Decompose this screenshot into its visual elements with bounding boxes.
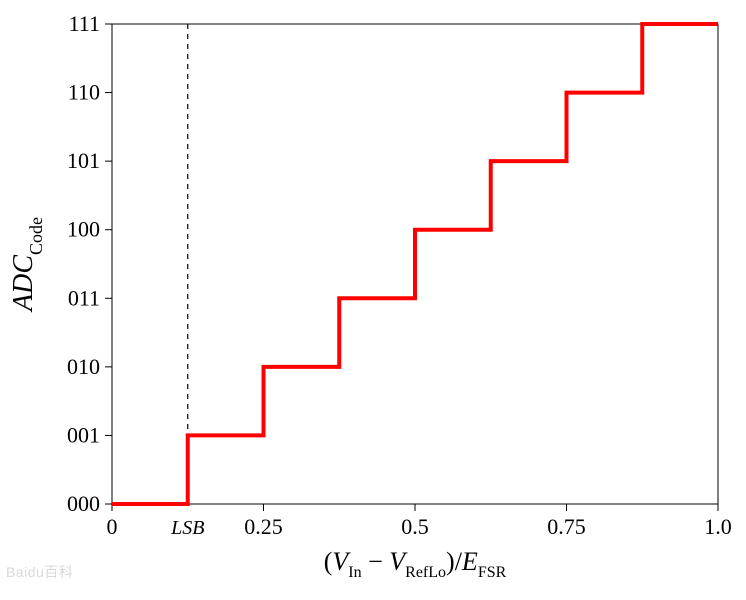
y-tick-label: 001 (67, 422, 100, 447)
x-tick-label: 0.25 (244, 514, 283, 539)
y-tick-label: 101 (67, 148, 100, 173)
y-axis-label: ADCCode (8, 217, 46, 313)
lsb-label: LSB (170, 517, 204, 539)
adc-step-line (112, 24, 718, 504)
x-tick-label: 0.75 (547, 514, 586, 539)
x-tick-label: 0 (107, 514, 118, 539)
adc-step-chart: 0 0.25 0.5 0.75 1.0 000 001 010 011 100 101 110 111 L… (0, 0, 746, 600)
x-axis-label: (VIn − VRefLo)/EFSR (324, 547, 507, 581)
y-tick-label: 011 (68, 285, 100, 310)
x-tick-label: 1.0 (704, 514, 732, 539)
y-tick-label: 100 (67, 217, 100, 242)
y-tick-label: 111 (69, 11, 100, 36)
chart-svg: 0 0.25 0.5 0.75 1.0 000 001 010 011 100 101 110 111 L… (0, 0, 746, 600)
y-tick-label: 110 (68, 80, 100, 105)
y-tick-label: 010 (67, 354, 100, 379)
x-tick-label: 0.5 (401, 514, 429, 539)
y-tick-label: 000 (67, 491, 100, 516)
